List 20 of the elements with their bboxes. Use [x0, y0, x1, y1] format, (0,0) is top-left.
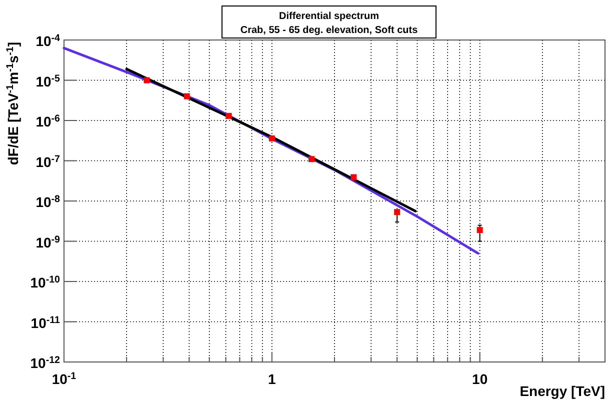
- y-tick-label: 10$^{-10}$: [30, 274, 61, 290]
- y-tick-label: 10$^{-7}$: [36, 153, 61, 170]
- y-tick-label: 10$^{-8}$: [36, 194, 61, 210]
- y-tick-label: 10$^{-9}$: [36, 234, 61, 250]
- point: [350, 174, 357, 180]
- point: [184, 93, 190, 100]
- y-tick-label: 10$^{-5}$: [36, 72, 61, 90]
- y-tick-label: 10$^{-12}$: [30, 354, 61, 371]
- x-axis-title: Energy [TeV]: [520, 383, 605, 399]
- y-tick-label: 10$^{-6}$: [36, 113, 61, 130]
- y-tick-label: 10$^{-11}$: [30, 314, 61, 331]
- y-tick-label: 10$^{-4}$: [36, 32, 61, 49]
- chart-title: Differential spectrum: [278, 11, 380, 22]
- x-tick-label: 10: [472, 371, 488, 387]
- point: [394, 209, 400, 216]
- point: [268, 135, 275, 142]
- x-tick-label: 10$^{-1}$: [52, 370, 77, 387]
- chart-subtitle: Crab, 55 - 65 deg. elevation, Soft cuts: [240, 25, 418, 36]
- point: [226, 112, 232, 119]
- x-tick-label: 1: [268, 371, 276, 387]
